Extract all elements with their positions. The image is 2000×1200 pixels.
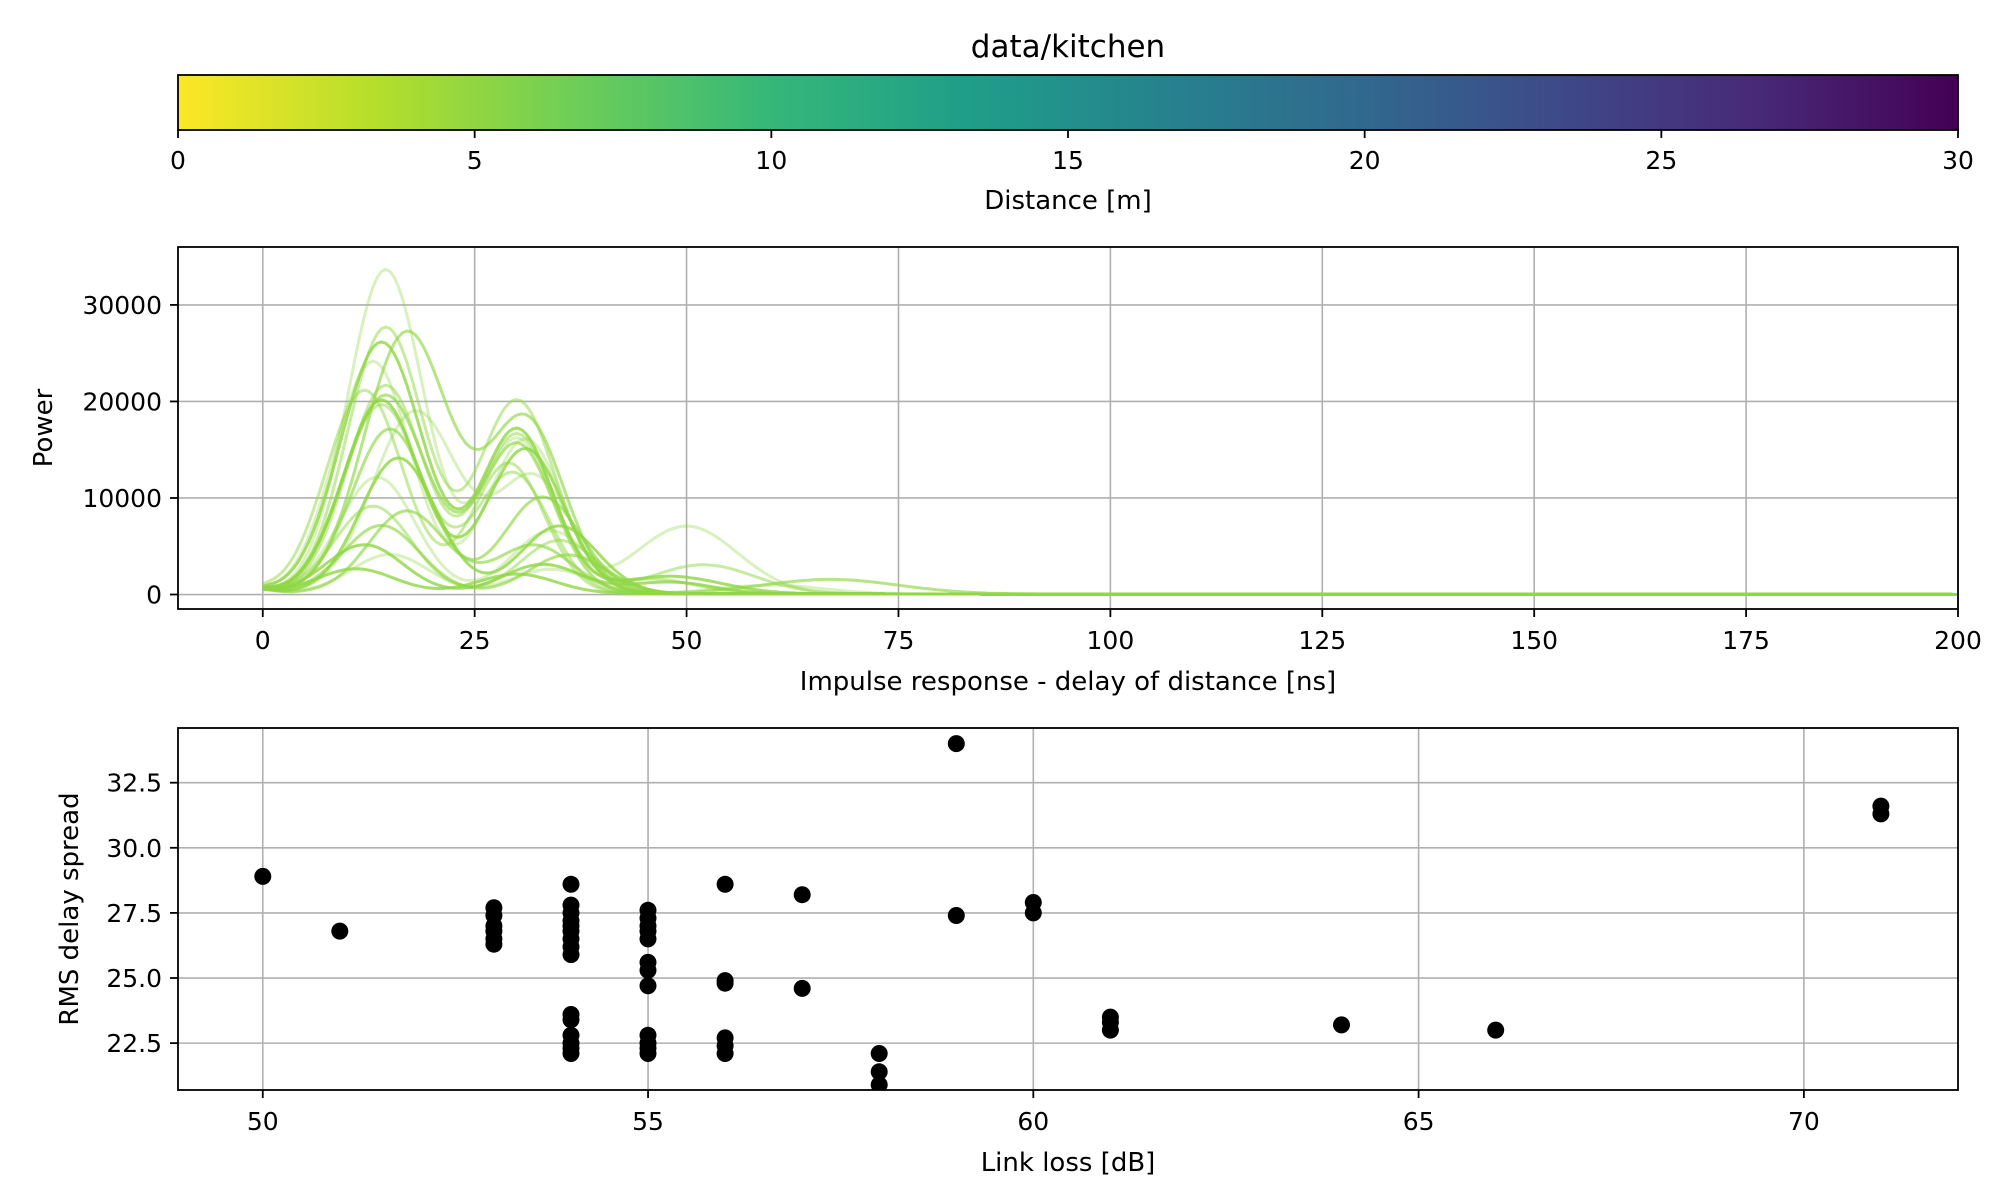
scatter-point (716, 875, 734, 893)
scatter-point (947, 907, 965, 924)
impulse-ticks: 0 25 50 75 100 125 150 175 200 0 10000 20000 30000 (82, 291, 1981, 655)
impulse-ylabel: Power (29, 388, 59, 467)
scatter-point (870, 1063, 888, 1081)
impulse-series-line (262, 567, 1958, 596)
impulse-lines (262, 267, 1958, 596)
colorbar-panel: data/kitchen 0 5 10 15 20 25 30 Distance [m] (170, 29, 1974, 216)
scatter-point (1487, 1021, 1505, 1039)
colorbar-tick-label: 10 (755, 146, 787, 175)
scatter-point (639, 977, 657, 995)
impulse-x-tick-label: 0 (255, 626, 271, 655)
impulse-x-tick-label: 100 (1087, 626, 1135, 655)
scatter-point (562, 1045, 580, 1062)
scatter-point (485, 935, 503, 953)
scatter-y-tick-label: 22.5 (106, 1029, 162, 1058)
scatter-y-tick-label: 25.0 (106, 964, 162, 993)
scatter-x-tick-label: 65 (1403, 1107, 1435, 1136)
impulse-x-tick-label: 200 (1934, 626, 1982, 655)
colorbar-tick-label: 0 (170, 146, 186, 175)
impulse-y-tick-label: 10000 (82, 484, 162, 513)
impulse-x-tick-label: 175 (1722, 626, 1770, 655)
scatter-point (562, 946, 580, 964)
scatter-x-tick-label: 70 (1788, 1107, 1820, 1136)
scatter-point (639, 1045, 657, 1062)
colorbar-label: Distance [m] (984, 186, 1152, 216)
impulse-x-tick-label: 75 (883, 626, 915, 655)
scatter-point (639, 961, 657, 979)
impulse-x-tick-label: 150 (1510, 626, 1558, 655)
scatter-point (1024, 904, 1042, 922)
scatter-point (870, 1076, 888, 1090)
scatter-y-tick-label: 27.5 (106, 899, 162, 928)
scatter-point (1101, 1021, 1119, 1039)
scatter-ticks: 50 55 60 65 70 22.5 25.0 27.5 30.0 32.5 (106, 769, 1819, 1136)
scatter-point (562, 1011, 580, 1029)
scatter-x-tick-label: 60 (1017, 1107, 1049, 1136)
scatter-point (562, 875, 580, 893)
scatter-point (793, 886, 811, 904)
impulse-x-tick-label: 50 (671, 626, 703, 655)
impulse-y-tick-label: 20000 (82, 387, 162, 416)
impulse-xlabel: Impulse response - delay of distance [ns… (800, 667, 1336, 697)
colorbar-tick-label: 15 (1052, 146, 1084, 175)
colorbar-title: data/kitchen (971, 29, 1165, 65)
scatter-point (870, 1045, 888, 1062)
impulse-y-tick-label: 0 (146, 581, 162, 610)
scatter-ylabel: RMS delay spread (55, 792, 85, 1025)
scatter-panel: 50 55 60 65 70 22.5 25.0 27.5 30.0 32.5 Link loss… (55, 727, 1959, 1178)
impulse-grid (178, 247, 1959, 609)
scatter-y-tick-label: 32.5 (106, 769, 162, 798)
scatter-point (254, 867, 272, 885)
impulse-x-tick-label: 25 (459, 626, 491, 655)
scatter-point (1333, 1016, 1350, 1034)
scatter-point (639, 930, 657, 948)
scatter-points (254, 735, 1890, 1090)
scatter-point (793, 979, 811, 997)
colorbar-gradient-bar (178, 75, 1958, 130)
scatter-x-tick-label: 50 (247, 1107, 279, 1136)
scatter-xlabel: Link loss [dB] (981, 1148, 1156, 1178)
colorbar-tick-label: 30 (1942, 146, 1974, 175)
scatter-point (716, 974, 734, 992)
scatter-x-tick-label: 55 (632, 1107, 664, 1136)
impulse-frame (177, 246, 1959, 610)
impulse-y-tick-label: 30000 (82, 291, 162, 320)
colorbar-tick-label: 25 (1645, 146, 1677, 175)
scatter-grid (178, 728, 1958, 1090)
scatter-point (947, 735, 965, 753)
colorbar-tick-label: 20 (1349, 146, 1381, 175)
scatter-point (1872, 805, 1890, 823)
impulse-x-tick-label: 125 (1298, 626, 1346, 655)
colorbar-ticks: 0 5 10 15 20 25 30 (170, 130, 1974, 175)
scatter-point (716, 1045, 734, 1062)
scatter-frame (177, 727, 1959, 1091)
colorbar-tick-label: 5 (467, 146, 483, 175)
scatter-y-tick-label: 30.0 (106, 834, 162, 863)
impulse-panel: 0 25 50 75 100 125 150 175 200 0 10000 20000 30000 I… (29, 246, 1982, 697)
scatter-point (331, 922, 349, 940)
